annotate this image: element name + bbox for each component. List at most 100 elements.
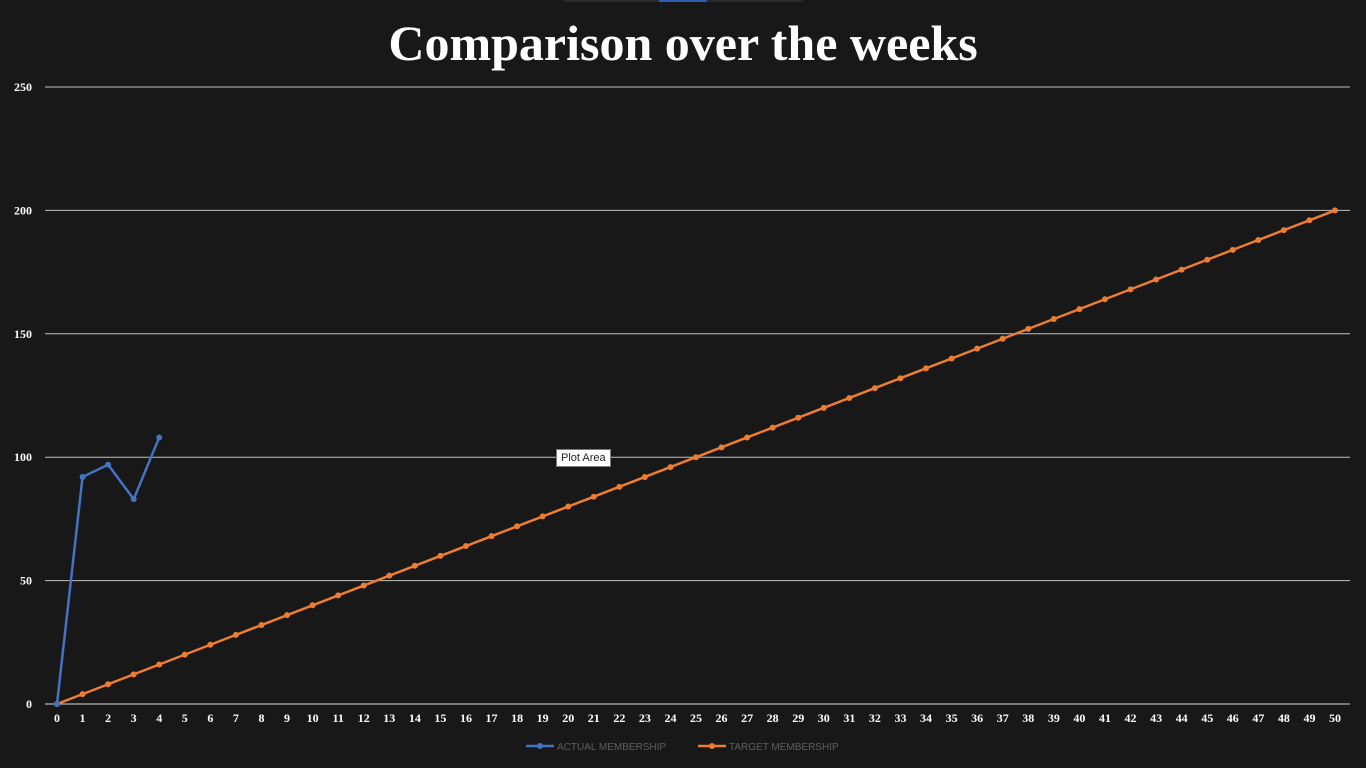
data-point-target-membership[interactable] bbox=[309, 602, 316, 609]
data-point-target-membership[interactable] bbox=[386, 572, 393, 579]
x-tick-label: 28 bbox=[767, 711, 779, 725]
x-tick-label: 45 bbox=[1201, 711, 1213, 725]
x-tick-label: 0 bbox=[54, 711, 60, 725]
data-point-target-membership[interactable] bbox=[718, 444, 725, 451]
y-tick-label: 200 bbox=[14, 203, 32, 217]
data-point-target-membership[interactable] bbox=[1280, 227, 1287, 234]
x-tick-label: 10 bbox=[307, 711, 319, 725]
data-point-target-membership[interactable] bbox=[820, 404, 827, 411]
data-point-target-membership[interactable] bbox=[565, 503, 572, 510]
x-tick-label: 13 bbox=[383, 711, 395, 725]
x-tick-label: 49 bbox=[1303, 711, 1315, 725]
data-point-target-membership[interactable] bbox=[616, 483, 623, 490]
window-top-accent bbox=[659, 0, 707, 2]
data-point-target-membership[interactable] bbox=[641, 473, 648, 480]
plot-area[interactable] bbox=[54, 207, 1338, 707]
legend[interactable]: ACTUAL MEMBERSHIP TARGET MEMBERSHIP bbox=[526, 742, 839, 753]
data-point-target-membership[interactable] bbox=[1127, 286, 1134, 293]
data-point-target-membership[interactable] bbox=[1306, 217, 1313, 224]
data-point-target-membership[interactable] bbox=[462, 543, 469, 550]
data-point-target-membership[interactable] bbox=[744, 434, 751, 441]
x-tick-label: 6 bbox=[207, 711, 213, 725]
x-tick-label: 20 bbox=[562, 711, 574, 725]
data-point-target-membership[interactable] bbox=[437, 552, 444, 559]
data-point-target-membership[interactable] bbox=[1050, 315, 1057, 322]
x-tick-label: 2 bbox=[105, 711, 111, 725]
data-point-target-membership[interactable] bbox=[360, 582, 367, 589]
data-point-actual-membership[interactable] bbox=[130, 496, 137, 503]
x-tick-label: 7 bbox=[233, 711, 239, 725]
data-point-target-membership[interactable] bbox=[411, 562, 418, 569]
data-point-target-membership[interactable] bbox=[667, 464, 674, 471]
y-tick-label: 50 bbox=[20, 574, 32, 588]
plot-area-tooltip: Plot Area bbox=[556, 449, 611, 467]
data-point-target-membership[interactable] bbox=[769, 424, 776, 431]
legend-item-target-membership[interactable]: TARGET MEMBERSHIP bbox=[698, 742, 839, 753]
data-point-target-membership[interactable] bbox=[590, 493, 597, 500]
data-point-target-membership[interactable] bbox=[1204, 256, 1211, 263]
data-point-target-membership[interactable] bbox=[693, 454, 699, 461]
data-point-target-membership[interactable] bbox=[284, 612, 291, 619]
data-point-target-membership[interactable] bbox=[1255, 237, 1262, 244]
x-tick-label: 4 bbox=[156, 711, 162, 725]
x-tick-label: 31 bbox=[843, 711, 855, 725]
x-tick-label: 5 bbox=[182, 711, 188, 725]
x-tick-label: 37 bbox=[997, 711, 1009, 725]
data-point-target-membership[interactable] bbox=[1229, 246, 1236, 253]
data-point-target-membership[interactable] bbox=[923, 365, 930, 372]
data-point-target-membership[interactable] bbox=[181, 651, 188, 658]
data-point-target-membership[interactable] bbox=[795, 414, 802, 421]
series-line-actual-membership[interactable] bbox=[55, 436, 161, 705]
data-point-target-membership[interactable] bbox=[871, 385, 878, 392]
legend-item-actual-membership[interactable]: ACTUAL MEMBERSHIP bbox=[526, 742, 666, 753]
data-point-target-membership[interactable] bbox=[539, 513, 546, 520]
data-point-target-membership[interactable] bbox=[488, 533, 495, 540]
legend-marker-target-membership bbox=[709, 743, 715, 749]
data-point-actual-membership[interactable] bbox=[105, 461, 112, 468]
data-point-target-membership[interactable] bbox=[974, 345, 981, 352]
data-point-actual-membership[interactable] bbox=[54, 701, 60, 707]
data-point-target-membership[interactable] bbox=[232, 631, 239, 638]
data-point-target-membership[interactable] bbox=[1076, 306, 1083, 313]
x-tick-label: 11 bbox=[332, 711, 343, 725]
x-tick-label: 17 bbox=[486, 711, 498, 725]
x-tick-label: 34 bbox=[920, 711, 932, 725]
data-point-target-membership[interactable] bbox=[1153, 276, 1160, 283]
data-point-target-membership[interactable] bbox=[130, 671, 137, 678]
x-tick-label: 19 bbox=[537, 711, 549, 725]
data-point-target-membership[interactable] bbox=[514, 523, 521, 530]
x-tick-label: 38 bbox=[1022, 711, 1034, 725]
data-point-target-membership[interactable] bbox=[846, 394, 853, 401]
data-point-target-membership[interactable] bbox=[1332, 207, 1338, 214]
x-tick-label: 18 bbox=[511, 711, 523, 725]
x-tick-label: 16 bbox=[460, 711, 472, 725]
data-point-target-membership[interactable] bbox=[79, 691, 86, 698]
x-tick-label: 14 bbox=[409, 711, 421, 725]
data-point-target-membership[interactable] bbox=[948, 355, 955, 362]
series-actual-membership[interactable] bbox=[54, 434, 163, 707]
data-point-target-membership[interactable] bbox=[105, 681, 112, 688]
legend-label-target-membership: TARGET MEMBERSHIP bbox=[729, 742, 839, 753]
y-tick-label: 250 bbox=[14, 80, 32, 94]
x-tick-label: 22 bbox=[613, 711, 625, 725]
legend-label-actual-membership: ACTUAL MEMBERSHIP bbox=[557, 742, 666, 753]
y-axis: 0 50 100 150 200 250 bbox=[14, 80, 32, 711]
data-point-actual-membership[interactable] bbox=[79, 473, 86, 480]
data-point-target-membership[interactable] bbox=[1025, 325, 1032, 332]
data-point-target-membership[interactable] bbox=[258, 622, 265, 629]
x-tick-label: 47 bbox=[1252, 711, 1264, 725]
data-point-actual-membership[interactable] bbox=[156, 434, 163, 441]
x-tick-label: 40 bbox=[1073, 711, 1085, 725]
data-point-target-membership[interactable] bbox=[207, 641, 214, 648]
x-tick-label: 25 bbox=[690, 711, 702, 725]
x-tick-label: 44 bbox=[1176, 711, 1188, 725]
data-point-target-membership[interactable] bbox=[156, 661, 163, 668]
data-point-target-membership[interactable] bbox=[1101, 296, 1108, 303]
series-target-membership[interactable] bbox=[54, 207, 1338, 707]
data-point-target-membership[interactable] bbox=[335, 592, 342, 599]
data-point-target-membership[interactable] bbox=[897, 375, 904, 382]
y-tick-label: 100 bbox=[14, 450, 32, 464]
data-point-target-membership[interactable] bbox=[1178, 266, 1185, 273]
data-point-target-membership[interactable] bbox=[999, 335, 1006, 342]
